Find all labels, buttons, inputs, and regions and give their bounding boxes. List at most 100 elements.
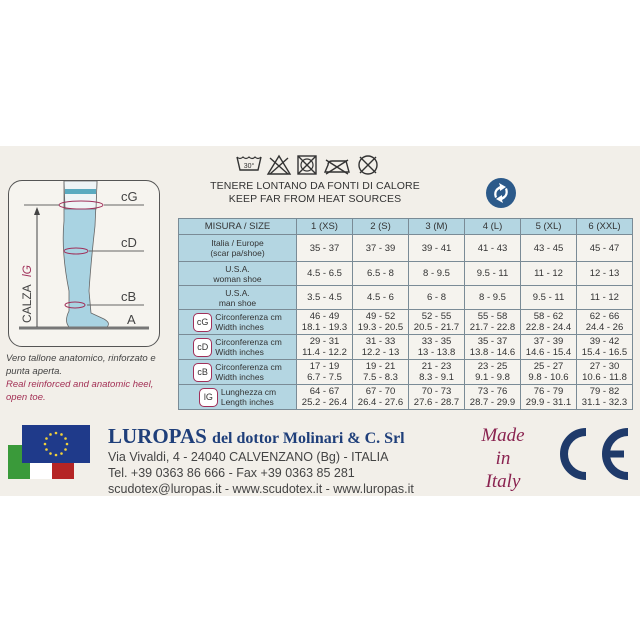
table-cell: 39 - 41 <box>408 234 465 262</box>
table-cell: 4.5 - 6 <box>352 285 409 310</box>
table-cell: 62 - 66 24.4 - 26 <box>576 309 633 335</box>
inch-value: 22.8 - 24.4 <box>525 322 572 333</box>
table-row: Italia / Europe (scar pa/shoe) 35 - 37 37 -… <box>178 234 633 262</box>
eu-star <box>45 448 48 451</box>
col-header: 2 (S) <box>352 218 409 235</box>
table-cell: 11 - 12 <box>576 285 633 310</box>
measure-icon: lG <box>198 387 218 407</box>
row-header: cB Circonferenza cm Width inches <box>178 359 297 385</box>
inch-value: 27.6 - 28.7 <box>413 397 460 408</box>
label-A: A <box>127 312 136 327</box>
table-cell: 79 - 82 31.1 - 32.3 <box>576 384 633 410</box>
size-table-header: MISURA / SIZE 1 (XS) 2 (S) 3 (M) 4 (L) 5 (XL)… <box>178 218 633 235</box>
eu-star <box>54 453 58 457</box>
table-cell: 9.5 - 11 <box>520 285 577 310</box>
inch-value: 26.4 - 27.6 <box>357 397 404 408</box>
company-web: scudotex@luropas.it - www.scudotex.it - … <box>108 482 414 496</box>
table-cell: 43 - 45 <box>520 234 577 262</box>
made-word: Made <box>481 425 525 446</box>
cm-value: 39 - 42 <box>589 336 620 347</box>
wash-30-icon: 30° <box>236 156 262 171</box>
table-cell: 39 - 42 15.4 - 16.5 <box>576 334 633 360</box>
table-cell: 25 - 27 9.8 - 10.6 <box>520 359 577 385</box>
row-header: cG Circonferenza cm Width inches <box>178 309 297 335</box>
measure-row: cG Circonferenza cm Width inches 46 - 49 18.… <box>178 309 633 335</box>
inch-value: 14.6 - 15.4 <box>525 347 572 358</box>
cm-value: 19 - 21 <box>365 361 396 372</box>
inch-value: 24.4 - 26 <box>585 322 624 333</box>
col-header: MISURA / SIZE <box>178 218 297 235</box>
italy-word: Italy <box>485 471 521 492</box>
row-label: U.S.A. <box>225 263 250 274</box>
company-info: LUROPAS del dottor Molinari & C. Srl Via… <box>108 424 414 497</box>
table-cell: 70 - 73 27.6 - 28.7 <box>408 384 465 410</box>
cm-value: 64 - 67 <box>309 386 340 397</box>
table-cell: 21 - 23 8.3 - 9.1 <box>408 359 465 385</box>
table-cell: 35 - 37 <box>296 234 353 262</box>
eu-star <box>65 442 69 446</box>
cm-value: 21 - 23 <box>421 361 452 372</box>
no-iron-icon <box>323 159 350 175</box>
cm-value: 23 - 25 <box>477 361 508 372</box>
measure-icon: cG <box>193 312 213 332</box>
inch-value: 6.7 - 7.5 <box>307 372 342 383</box>
table-cell: 29 - 31 11.4 - 12.2 <box>296 334 353 360</box>
table-cell: 17 - 19 6.7 - 7.5 <box>296 359 353 385</box>
row-label: U.S.A. <box>225 287 250 298</box>
axis-label: CALZA <box>20 284 34 323</box>
table-cell: 37 - 39 14.6 - 15.4 <box>520 334 577 360</box>
heat-warning-en: KEEP FAR FROM HEAT SOURCES <box>228 193 402 205</box>
row-header: Italia / Europe (scar pa/shoe) <box>178 234 297 262</box>
col-header: 1 (XS) <box>296 218 353 235</box>
measure-icon: cD <box>193 337 213 357</box>
company-name: LUROPAS <box>108 424 207 448</box>
eu-star <box>54 431 58 435</box>
eu-star <box>43 442 47 446</box>
cm-value: 35 - 37 <box>477 336 508 347</box>
row-sublabel: (scar pa/shoe) <box>210 248 265 258</box>
inch-value: 19.3 - 20.5 <box>357 322 404 333</box>
row-header: U.S.A. man shoe <box>178 285 297 310</box>
table-cell: 64 - 67 25.2 - 26.4 <box>296 384 353 410</box>
table-cell: 11 - 12 <box>520 261 577 286</box>
table-cell: 55 - 58 21.7 - 22.8 <box>464 309 521 335</box>
cm-value: 31 - 33 <box>365 336 396 347</box>
col-header: 4 (L) <box>464 218 521 235</box>
row-header: cD Circonferenza cm Width inches <box>178 334 297 360</box>
inch-value: 8.3 - 9.1 <box>419 372 454 383</box>
table-cell: 12 - 13 <box>576 261 633 286</box>
heat-warning: TENERE LONTANO DA FONTI DI CALORE KEEP F… <box>180 180 450 206</box>
cm-value: 58 - 62 <box>533 311 564 322</box>
measure-row: cD Circonferenza cm Width inches 29 - 31 11.… <box>178 334 633 360</box>
col-header: 6 (XXL) <box>576 218 633 235</box>
row-sublabel: Width inches <box>215 372 264 382</box>
inch-value: 13.8 - 14.6 <box>469 347 516 358</box>
row-header: U.S.A. woman shoe <box>178 261 297 286</box>
label-cB: cB <box>121 289 136 304</box>
cm-value: 49 - 52 <box>365 311 396 322</box>
ce-mark-icon <box>552 424 632 489</box>
cm-value: 55 - 58 <box>477 311 508 322</box>
table-cell: 3.5 - 4.5 <box>296 285 353 310</box>
cm-value: 33 - 35 <box>421 336 452 347</box>
cm-value: 67 - 70 <box>365 386 396 397</box>
eu-star <box>64 448 67 451</box>
row-label: Italia / Europe <box>211 238 264 248</box>
table-cell: 58 - 62 22.8 - 24.4 <box>520 309 577 335</box>
col-header: 3 (M) <box>408 218 465 235</box>
eu-star <box>49 452 52 455</box>
row-label: Circonferenza cm <box>215 337 282 347</box>
inch-value: 29.9 - 31.1 <box>525 397 572 408</box>
inch-value: 7.5 - 8.3 <box>363 372 398 383</box>
company-address: Via Vivaldi, 4 - 24040 CALVENZANO (Bg) -… <box>108 450 389 464</box>
eu-star <box>60 433 63 436</box>
care-symbols: 30° <box>236 154 380 176</box>
cm-value: 27 - 30 <box>589 361 620 372</box>
inch-value: 15.4 - 16.5 <box>581 347 628 358</box>
table-cell: 76 - 79 29.9 - 31.1 <box>520 384 577 410</box>
table-cell: 9.5 - 11 <box>464 261 521 286</box>
table-cell: 6.5 - 8 <box>352 261 409 286</box>
eu-star <box>64 437 67 440</box>
